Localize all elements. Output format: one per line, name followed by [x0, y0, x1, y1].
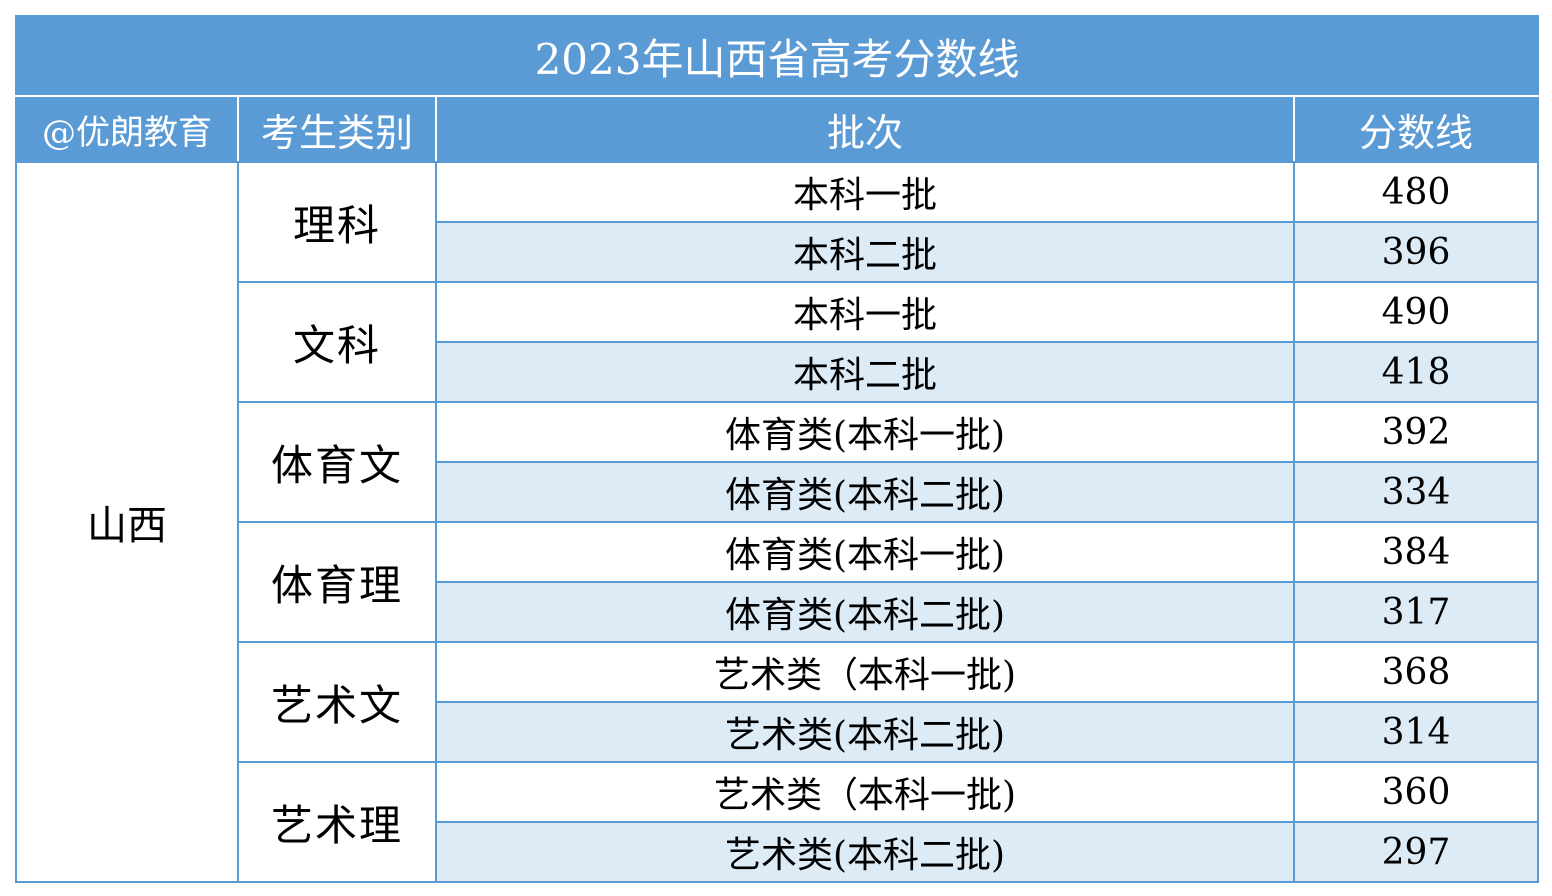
- score-cell: 314: [1292, 701, 1540, 763]
- score-cell: 368: [1292, 641, 1540, 703]
- batch-cell: 本科一批: [435, 281, 1295, 343]
- batch-cell: 本科二批: [435, 221, 1295, 283]
- header-row: @优朗教育 考生类别 批次 分数线: [15, 95, 1540, 163]
- batch-cell: 本科一批: [435, 161, 1295, 223]
- batch-cell: 体育类(本科二批): [435, 461, 1295, 523]
- category-cell: 文科: [237, 281, 437, 403]
- table-row: 体育类(本科二批) 317: [16, 581, 1540, 643]
- table-row: 体育类(本科二批) 334: [16, 461, 1540, 523]
- batch-cell: 体育类(本科二批): [435, 581, 1295, 643]
- score-cell: 334: [1292, 461, 1540, 523]
- table-row: 艺术理 艺术类（本科一批) 360: [16, 761, 1540, 883]
- watermark-header: @优朗教育: [15, 95, 239, 163]
- table-row: 体育理 体育类(本科一批) 384: [16, 521, 1540, 643]
- batch-cell: 艺术类(本科二批): [435, 701, 1295, 763]
- batch-cell: 体育类(本科一批): [435, 401, 1295, 463]
- score-cell: 392: [1292, 401, 1540, 463]
- batch-cell: 体育类(本科一批): [435, 521, 1295, 583]
- score-cell: 297: [1292, 821, 1540, 883]
- table-row: 山西 理科 本科一批 480: [15, 161, 1540, 883]
- category-cell: 体育文: [237, 401, 437, 523]
- category-cell: 体育理: [237, 521, 437, 643]
- province-cell: 山西: [15, 161, 239, 883]
- batch-cell: 艺术类（本科一批): [435, 641, 1295, 703]
- score-header: 分数线: [1292, 95, 1540, 163]
- batch-cell: 本科二批: [435, 341, 1295, 403]
- score-cell: 418: [1292, 341, 1540, 403]
- batch-cell: 艺术类（本科一批): [435, 761, 1295, 823]
- batch-cell: 艺术类(本科二批): [435, 821, 1295, 883]
- table-row: 体育文 体育类(本科一批) 392: [16, 401, 1540, 523]
- category-header: 考生类别: [237, 95, 437, 163]
- table-row: 艺术类(本科二批) 314: [16, 701, 1540, 763]
- table-title: 2023年山西省高考分数线: [14, 15, 1540, 97]
- category-cell: 理科: [237, 161, 437, 283]
- table-row: 文科 本科一批 490: [16, 281, 1540, 403]
- category-cell: 艺术文: [237, 641, 437, 763]
- score-cell: 480: [1292, 161, 1540, 223]
- score-cell: 490: [1292, 281, 1540, 343]
- title-row: 2023年山西省高考分数线: [14, 15, 1540, 97]
- category-cell: 艺术理: [237, 761, 437, 883]
- table-row: 本科二批 418: [16, 341, 1540, 403]
- score-cell: 396: [1292, 221, 1540, 283]
- score-cell: 317: [1292, 581, 1540, 643]
- table-row: 艺术类(本科二批) 297: [16, 821, 1540, 883]
- score-table: 2023年山西省高考分数线 @优朗教育 考生类别 批次 分数线 山西 理科 本科一批…: [14, 15, 1540, 883]
- table-body: 2023年山西省高考分数线 @优朗教育 考生类别 批次 分数线 山西 理科 本科一批…: [14, 15, 1540, 883]
- score-cell: 360: [1292, 761, 1540, 823]
- table-row: 艺术文 艺术类（本科一批) 368: [16, 641, 1540, 763]
- table-row: 本科二批 396: [16, 221, 1540, 283]
- score-cell: 384: [1292, 521, 1540, 583]
- batch-header: 批次: [435, 95, 1295, 163]
